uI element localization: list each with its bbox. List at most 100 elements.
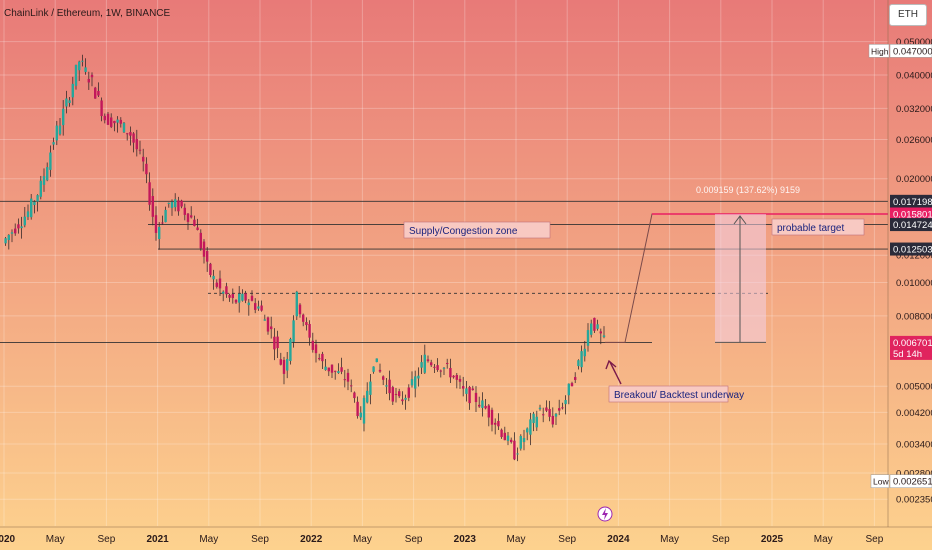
candle-body: [481, 400, 484, 408]
candle-body: [254, 303, 257, 310]
candle-body: [71, 83, 74, 98]
candle-body: [567, 383, 570, 396]
lightning-icon: [602, 508, 608, 520]
candle-body: [119, 119, 122, 124]
candle-body: [247, 302, 250, 306]
candle-body: [46, 167, 49, 181]
candle-body: [417, 375, 420, 379]
candle-body: [318, 358, 321, 360]
candle-body: [321, 353, 324, 362]
candle-body: [334, 370, 337, 372]
candle-body: [510, 439, 513, 443]
candle-body: [548, 408, 551, 417]
candle-body: [302, 314, 305, 322]
candle-body: [10, 232, 14, 234]
price-tag-014724: [890, 218, 932, 232]
candle-body: [106, 113, 110, 125]
x-tick-label: Sep: [712, 534, 730, 545]
candle-body: [337, 371, 340, 374]
x-tick-label: 2022: [300, 534, 323, 545]
candle-body: [129, 132, 132, 136]
currency-button[interactable]: ETH: [889, 4, 927, 26]
candle-body: [490, 409, 494, 425]
x-tick-label: May: [814, 534, 833, 545]
candle-body: [500, 429, 503, 438]
candle-body: [276, 336, 279, 349]
candle-body: [158, 226, 161, 239]
low-badge: [870, 474, 890, 488]
candle-body: [519, 435, 522, 449]
candle-body: [151, 196, 154, 217]
candle-body: [266, 317, 270, 332]
candle-body: [407, 387, 410, 398]
candle-body: [391, 387, 394, 402]
price-tag-current: [890, 335, 932, 360]
candle-body: [586, 330, 590, 346]
candle-body: [218, 278, 222, 289]
candle-body: [516, 453, 519, 455]
candle-body: [305, 322, 308, 326]
candle-body: [602, 335, 606, 338]
candle-body: [420, 362, 423, 368]
candle-body: [436, 365, 439, 371]
candle-body: [186, 213, 190, 222]
candle-body: [362, 397, 366, 424]
candle-body: [241, 293, 244, 301]
y-tick-label: 0.012000: [896, 251, 932, 262]
x-tick-label: 2023: [454, 534, 477, 545]
candle-body: [465, 388, 468, 394]
candle-body: [503, 432, 506, 441]
candle-body: [36, 195, 39, 202]
candle-body: [583, 348, 586, 357]
candle-body: [439, 370, 442, 372]
candle-body: [65, 98, 68, 107]
candle-body: [206, 250, 209, 262]
candle-body: [26, 211, 30, 218]
probable-target-label: probable target: [777, 223, 844, 234]
candle-body: [33, 201, 36, 206]
candle-body: [327, 367, 330, 372]
candle-body: [4, 238, 7, 244]
candle-body: [74, 64, 78, 86]
y-tick-label: 0.004200: [896, 408, 932, 419]
candle-body: [78, 61, 81, 71]
probable-target-label-box: [771, 218, 865, 236]
candle-body: [55, 125, 58, 141]
candle-body: [538, 407, 542, 410]
candle-body: [369, 381, 372, 395]
price-tag-low: [889, 474, 932, 488]
candle-body: [599, 331, 602, 334]
price-tag-current-label: 0.006701: [893, 338, 932, 349]
candle-body: [487, 405, 490, 418]
candle-body: [282, 359, 286, 374]
y-tick-label: 0.003400: [896, 439, 932, 450]
candle-body: [394, 394, 398, 396]
candle-body: [398, 391, 401, 397]
candle-body: [506, 435, 510, 441]
price-tag-017198: [890, 194, 932, 208]
candle-body: [177, 200, 180, 212]
candle-body: [222, 291, 225, 294]
high-badge: [868, 44, 890, 58]
candle-body: [122, 122, 126, 133]
candle-body: [554, 413, 558, 417]
candle-body: [574, 377, 577, 380]
candle-body: [356, 401, 359, 417]
candle-body: [471, 388, 474, 391]
candle-body: [558, 408, 561, 411]
price-tag-012503-label: 0.012503: [893, 245, 932, 256]
candle-body: [84, 67, 87, 72]
candle-body: [142, 156, 145, 162]
candle-body: [228, 295, 231, 298]
drawings: 0.009159 (137.62%) 9159 Supply/Congestion…: [403, 185, 888, 522]
candle-body: [388, 379, 391, 394]
candle-body: [350, 385, 353, 387]
candle-body: [183, 207, 186, 215]
chart-title: ChainLink / Ethereum, 1W, BINANCE: [4, 8, 171, 19]
candle-body: [250, 295, 254, 301]
price-tag-high-label: 0.047000: [893, 46, 932, 57]
price-tag-012503: [890, 242, 932, 256]
